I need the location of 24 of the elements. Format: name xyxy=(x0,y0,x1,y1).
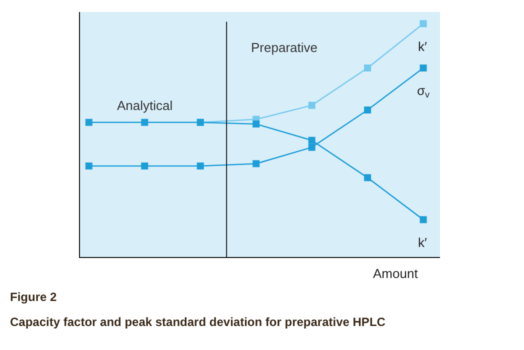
point xyxy=(308,136,316,144)
annotation: Preparative xyxy=(251,40,318,55)
point xyxy=(196,162,204,170)
series-label: k′ xyxy=(418,39,428,54)
point xyxy=(85,162,92,170)
point xyxy=(141,118,148,126)
point xyxy=(364,106,372,114)
point xyxy=(420,216,427,224)
series-label: σ$_{v}$ xyxy=(417,83,430,100)
point xyxy=(420,64,427,72)
point xyxy=(141,162,148,170)
point xyxy=(364,174,372,182)
text: Figure 2 xyxy=(10,290,57,304)
point xyxy=(420,20,427,28)
annotation: Analytical xyxy=(117,98,173,113)
point xyxy=(308,144,316,151)
text: Capacity factor and peak standard deviation for preparative HPLC xyxy=(10,315,386,329)
point xyxy=(364,64,372,72)
point xyxy=(252,160,260,168)
point xyxy=(85,118,92,126)
series-label: k′ xyxy=(418,235,428,250)
x-axis-title: Amount xyxy=(373,266,418,281)
point xyxy=(308,102,316,109)
point xyxy=(252,120,260,128)
